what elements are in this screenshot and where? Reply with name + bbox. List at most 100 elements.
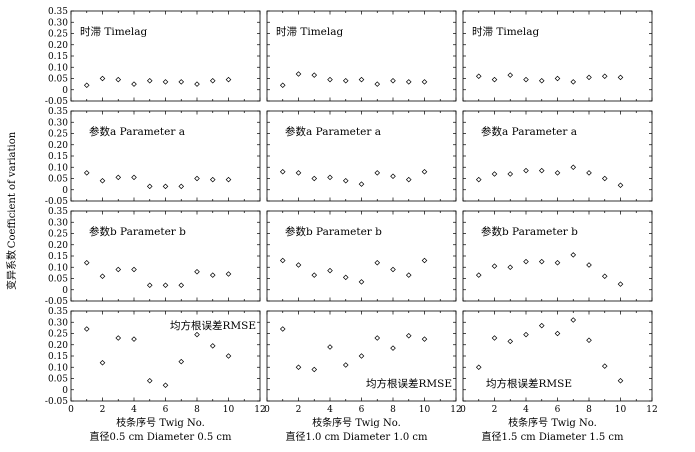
data-point [405, 176, 412, 183]
data-point [554, 259, 561, 266]
x-tick-label: 12 [450, 405, 461, 415]
y-tick-label: 0 [62, 386, 68, 396]
data-point [279, 326, 286, 332]
data-point [586, 74, 592, 81]
data-point [475, 73, 482, 80]
y-tick-label: 0.15 [48, 52, 68, 62]
x-tick-label: 10 [223, 405, 235, 415]
data-point [374, 335, 381, 341]
data-point [554, 170, 561, 176]
data-point [225, 176, 232, 183]
data-point [601, 363, 608, 369]
data-point [83, 170, 90, 176]
panel-title: 参数a Parameter a [89, 125, 185, 138]
data-point [617, 377, 624, 384]
y-tick-label: 0.05 [48, 175, 68, 185]
data-point [194, 81, 200, 87]
plot-frame-r0-c0 [70, 10, 261, 102]
y-tick-label: 0.20 [48, 341, 68, 351]
data-point [225, 76, 232, 83]
data-point [279, 168, 286, 175]
x-axis-label: 枝条序号 Twig No. [312, 416, 401, 429]
y-tick-label: -0.05 [45, 397, 68, 407]
plot-frame-r0-c2 [462, 10, 653, 102]
column-sublabel: 直径1.5 cm Diameter 1.5 cm [482, 430, 625, 443]
data-point [327, 344, 333, 350]
x-tick-label: 12 [254, 405, 265, 415]
data-point [178, 282, 185, 289]
x-axis-label: 枝条序号 Twig No. [116, 416, 205, 429]
y-tick-label: 0.20 [48, 241, 68, 251]
y-tick-label: 0.15 [48, 252, 68, 262]
data-point [601, 175, 608, 182]
data-point [115, 174, 122, 181]
data-point [374, 81, 381, 87]
data-point [358, 76, 365, 83]
data-point [507, 264, 514, 271]
x-axis-label: 枝条序号 Twig No. [508, 416, 597, 429]
data-point [523, 167, 529, 174]
x-tick-label: 0 [460, 405, 466, 415]
data-point [491, 76, 498, 83]
data-point [146, 183, 153, 190]
data-point [295, 262, 302, 268]
y-tick-label: 0 [62, 86, 68, 96]
data-point [586, 262, 592, 268]
y-tick-label: 0.25 [48, 130, 68, 140]
data-point [374, 259, 381, 266]
data-point [115, 76, 122, 83]
data-point [311, 72, 318, 78]
data-point [279, 82, 286, 89]
data-point [178, 79, 185, 85]
x-tick-label: 8 [390, 405, 396, 415]
data-point [295, 170, 302, 176]
panel-title: 均方根误差RMSE [486, 377, 572, 390]
data-point [178, 358, 185, 365]
data-point [162, 183, 169, 190]
y-tick-label: 0.05 [48, 375, 68, 385]
data-point [405, 79, 412, 85]
x-tick-label: 6 [163, 405, 169, 415]
plot-frame-r0-c1 [266, 10, 457, 102]
data-point [554, 330, 561, 337]
data-point [209, 176, 216, 183]
y-tick-label: 0.35 [48, 7, 68, 17]
data-point [342, 177, 349, 184]
x-tick-label: 0 [264, 405, 270, 415]
y-tick-label: 0.10 [48, 263, 68, 273]
x-tick-label: 6 [555, 405, 561, 415]
data-point [162, 282, 169, 289]
x-tick-label: 0 [68, 405, 74, 415]
data-point [491, 263, 498, 269]
data-point [421, 257, 428, 264]
x-tick-label: 10 [615, 405, 627, 415]
data-point [311, 366, 318, 373]
data-point [358, 353, 365, 359]
data-point [475, 272, 482, 278]
x-tick-label: 4 [131, 405, 137, 415]
data-point [279, 257, 286, 264]
data-point [209, 343, 216, 349]
panel-title: 参数b Parameter b [481, 225, 578, 238]
data-point [554, 75, 561, 82]
data-point [507, 171, 514, 177]
panel-title: 时滞 Timelag [472, 26, 539, 38]
data-point [83, 82, 90, 89]
x-tick-label: 6 [359, 405, 365, 415]
panel-title: 时滞 Timelag [276, 26, 343, 38]
data-point [358, 181, 365, 187]
data-point [507, 72, 514, 78]
data-point [491, 171, 498, 177]
y-tick-label: 0.05 [48, 275, 68, 285]
data-point [295, 71, 302, 77]
data-point [570, 252, 577, 258]
data-point [358, 279, 365, 285]
data-point [405, 332, 412, 339]
data-point [475, 176, 482, 183]
data-point [342, 362, 349, 368]
y-tick-label: 0.10 [48, 163, 68, 173]
data-point [115, 266, 122, 273]
y-tick-label: 0 [62, 286, 68, 296]
x-tick-label: 4 [523, 405, 529, 415]
